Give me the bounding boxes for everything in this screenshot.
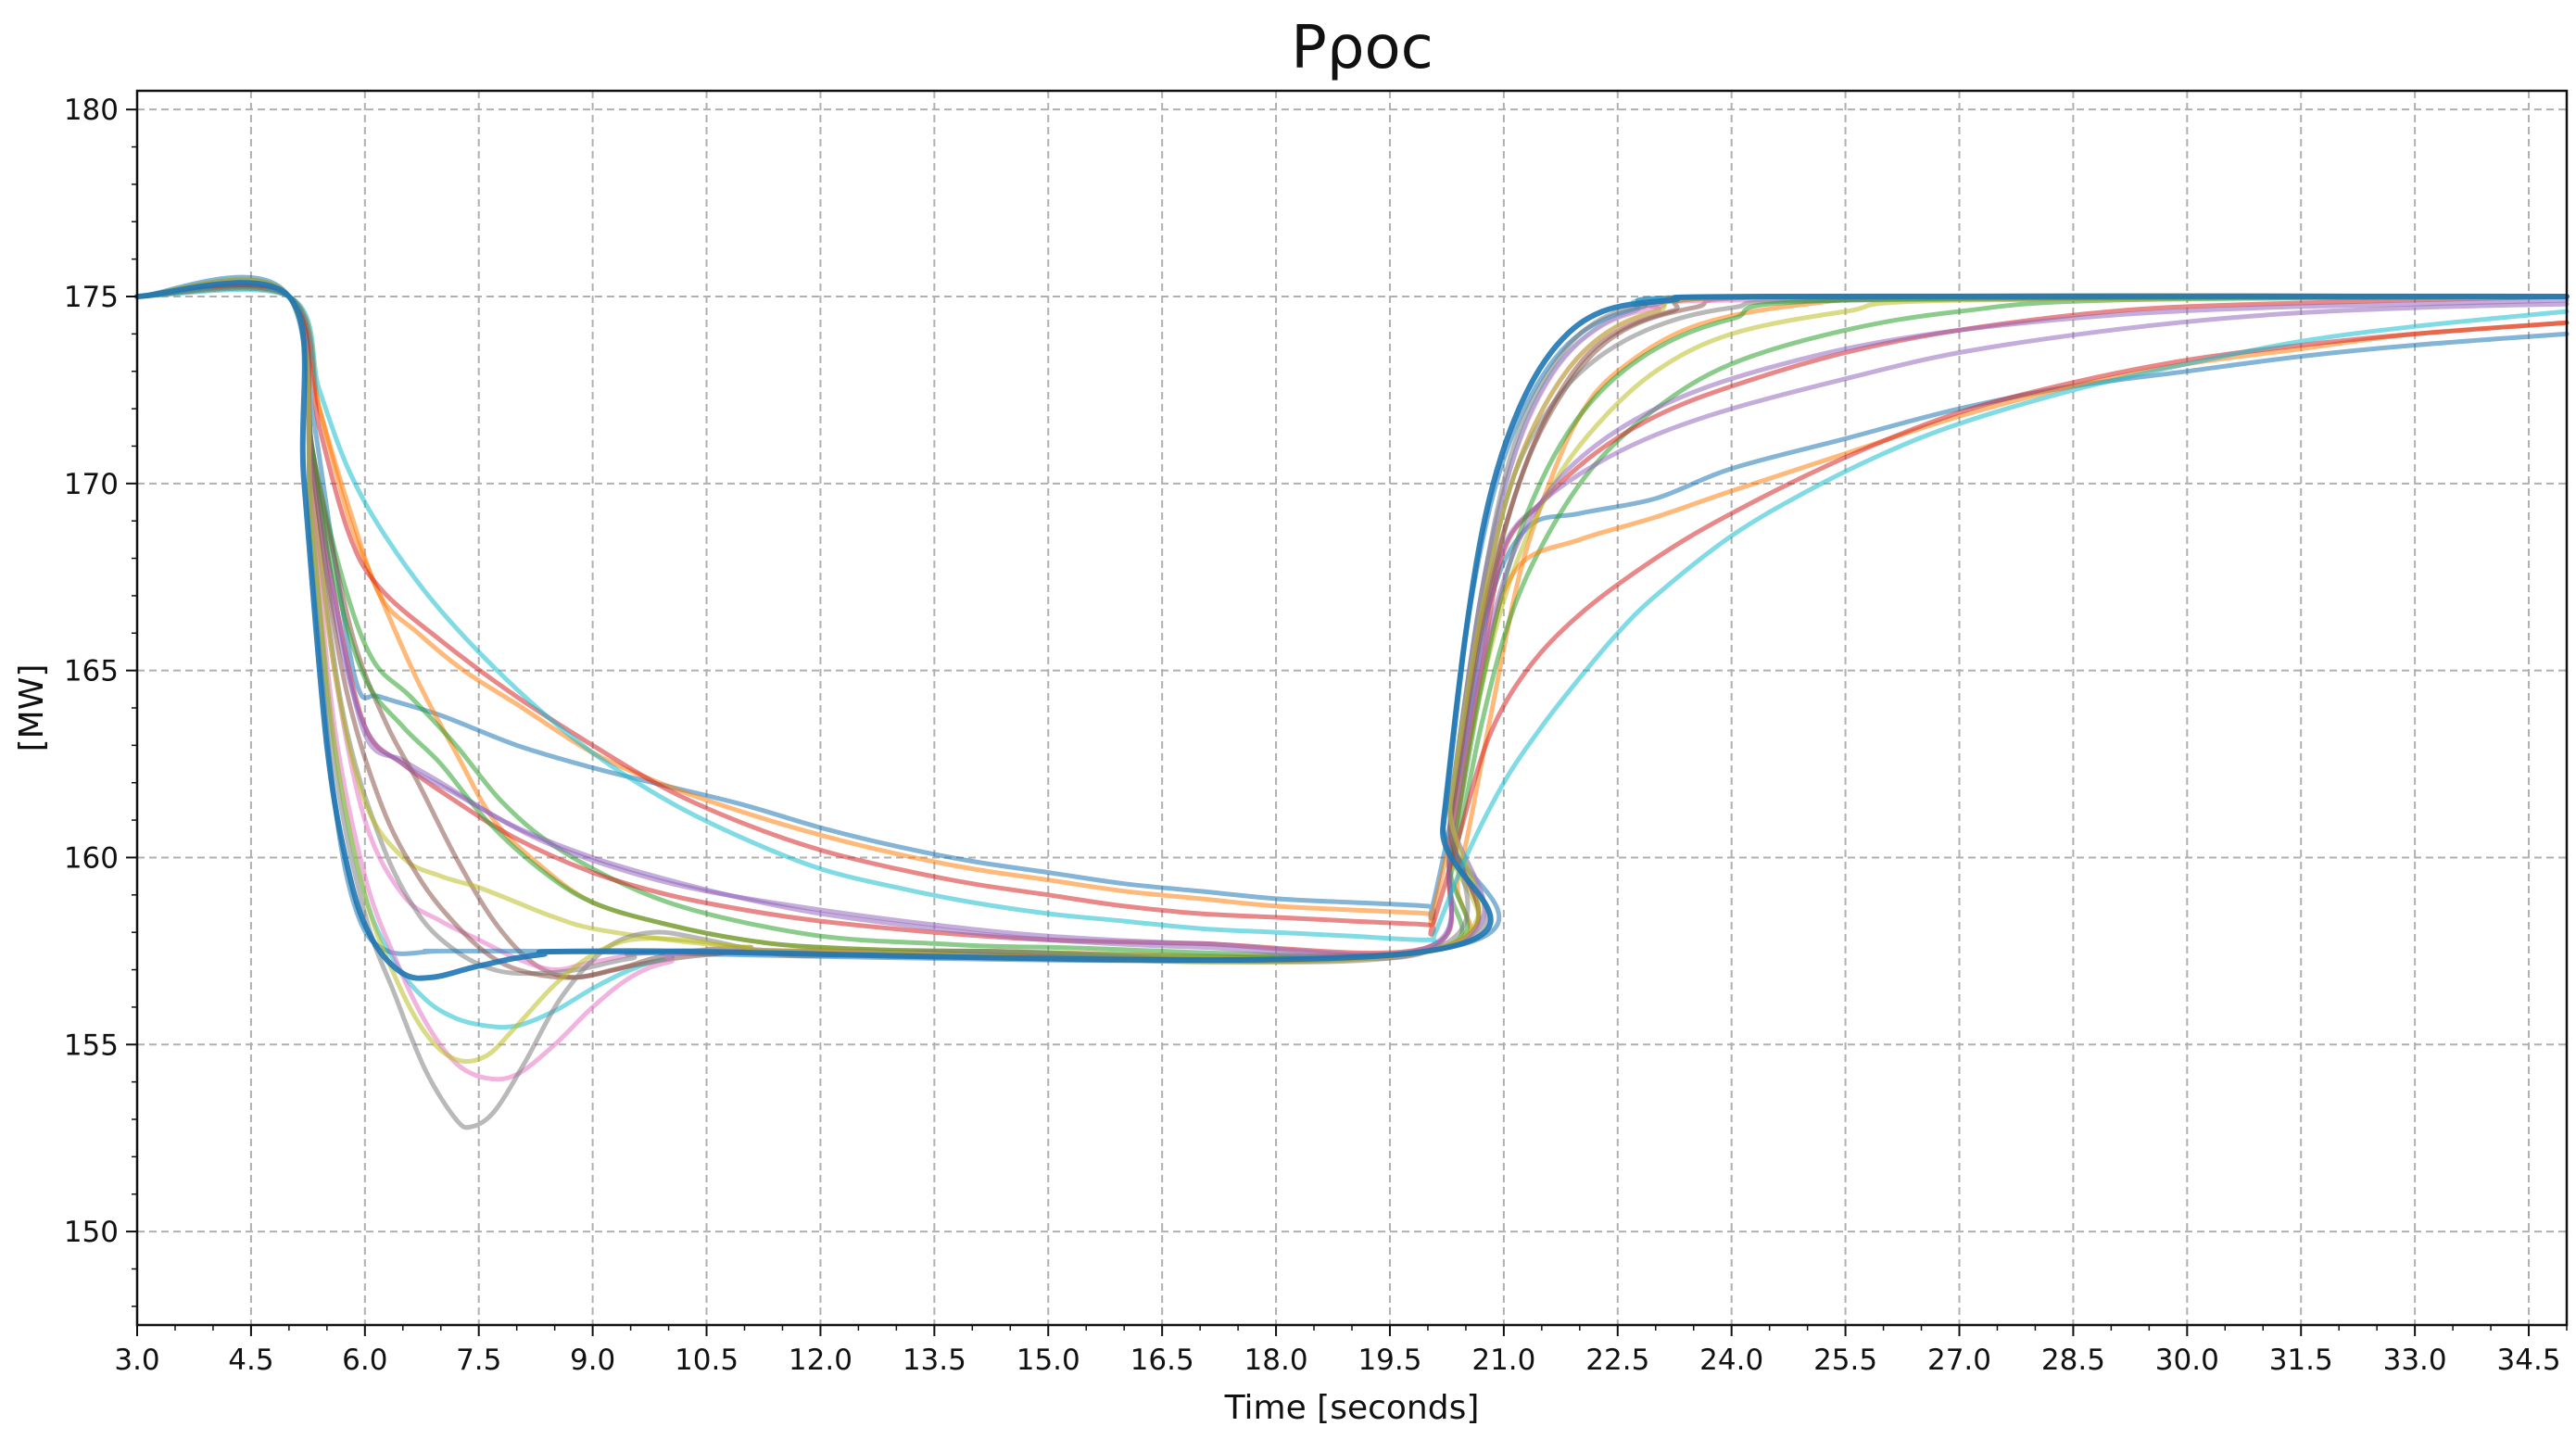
x-tick-label: 16.5 [1130, 1344, 1194, 1377]
x-tick-label: 13.5 [903, 1344, 966, 1377]
y-tick-label: 160 [64, 841, 119, 875]
y-tick-label: 175 [64, 281, 119, 314]
y-axis-label: [MW] [13, 664, 51, 752]
x-tick-label: 12.0 [789, 1344, 852, 1377]
series-line-3 [134, 283, 2570, 958]
x-tick-label: 7.5 [456, 1344, 501, 1377]
series-line-5 [134, 283, 2570, 957]
series-line-4 [134, 283, 2570, 956]
series-line-8 [134, 280, 2570, 977]
series-line-18 [134, 277, 2570, 1130]
x-tick-label: 25.5 [1813, 1344, 1877, 1377]
x-axis-label: Time [seconds] [1224, 1389, 1480, 1427]
x-tick-label: 30.0 [2155, 1344, 2219, 1377]
x-tick-label: 10.5 [675, 1344, 739, 1377]
series-line-2 [134, 285, 2570, 959]
x-tick-label: 4.5 [228, 1344, 273, 1377]
series-line-14 [134, 284, 2570, 937]
x-tick-label: 34.5 [2497, 1344, 2561, 1377]
x-tick-label: 9.0 [570, 1344, 615, 1377]
x-tick-label: 27.0 [1927, 1344, 1991, 1377]
series-line-10 [134, 277, 2570, 1030]
series-line-1 [134, 285, 2570, 921]
x-tick-label: 21.0 [1471, 1344, 1535, 1377]
x-axis-ticks: 3.0 4.5 6.0 7.5 9.0 10.5 12.0 13.5 15.0 16.5 18.0 1… [114, 1325, 2568, 1377]
y-axis-ticks: 150 155 160 165 170 175 180 [64, 94, 137, 1307]
y-tick-label: 165 [64, 655, 119, 688]
x-tick-label: 22.5 [1585, 1344, 1649, 1377]
x-tick-label: 3.0 [114, 1344, 159, 1377]
series-line-12 [134, 285, 2570, 928]
grid-lines [136, 91, 2567, 1325]
plot-frame [135, 89, 2569, 1327]
series-line-7 [134, 280, 2570, 973]
series-line-20 [134, 287, 2570, 944]
x-tick-label: 24.0 [1699, 1344, 1763, 1377]
x-tick-label: 19.5 [1357, 1344, 1421, 1377]
y-tick-label: 150 [64, 1216, 119, 1249]
x-tick-label: 15.0 [1017, 1344, 1080, 1377]
x-tick-label: 18.0 [1244, 1344, 1308, 1377]
y-tick-label: 170 [64, 468, 119, 501]
y-tick-label: 155 [64, 1029, 119, 1062]
series-line-15 [134, 282, 2570, 961]
series-line-6 [134, 283, 2570, 980]
chart-title: Pροc [1291, 14, 1433, 82]
x-tick-label: 28.5 [2041, 1344, 2105, 1377]
y-tick-label: 180 [64, 94, 119, 127]
x-tick-label: 33.0 [2383, 1344, 2447, 1377]
series-line-16 [134, 282, 2570, 980]
series-line-19 [134, 277, 2570, 1065]
series-line-21 [134, 280, 2570, 981]
x-tick-label: 31.5 [2269, 1344, 2333, 1377]
series-lines [134, 274, 2570, 1130]
x-tick-label: 6.0 [342, 1344, 387, 1377]
